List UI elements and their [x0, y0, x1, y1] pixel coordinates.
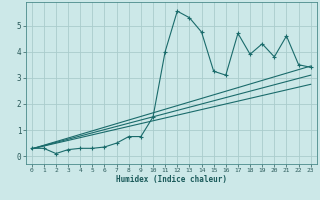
X-axis label: Humidex (Indice chaleur): Humidex (Indice chaleur) — [116, 175, 227, 184]
